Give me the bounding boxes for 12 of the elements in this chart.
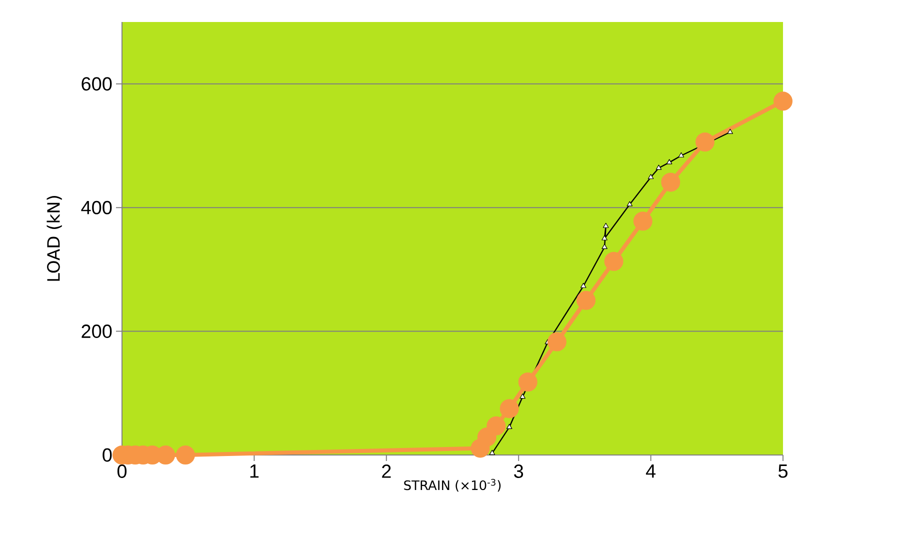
x-axis-title: STRAIN (×10$^{-3}$) (404, 478, 501, 492)
y-tick-label: 200 (82, 324, 112, 338)
y-tick-label: 0 (102, 448, 112, 462)
x-tick-label: 2 (382, 464, 391, 478)
y-tick-label: 600 (82, 77, 112, 91)
x-tick-label: 3 (514, 464, 524, 478)
y-axis-title: LOAD (kN) (46, 196, 62, 281)
x-tick-label: 1 (250, 464, 259, 478)
y-tick-label: 400 (81, 200, 112, 214)
x-tick-label: 5 (778, 464, 788, 478)
x-tick-label: 0 (117, 464, 127, 478)
x-tick-label: 4 (646, 464, 656, 478)
